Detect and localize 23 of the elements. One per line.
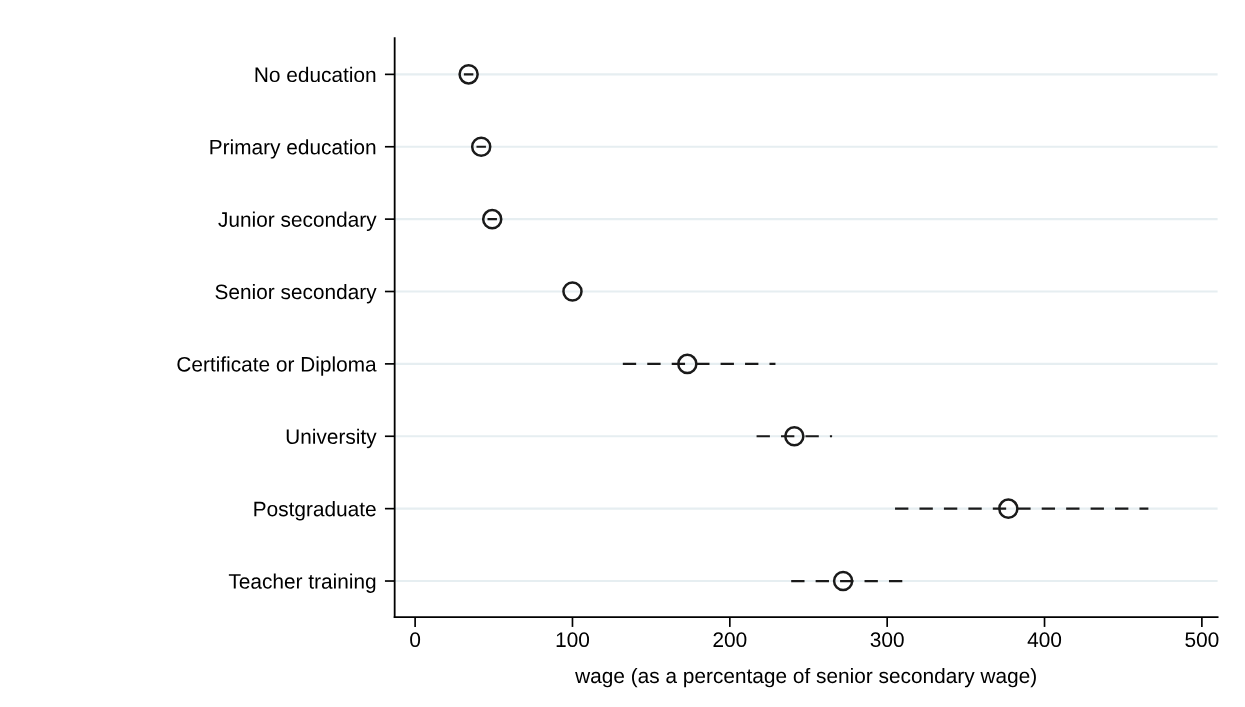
point [470, 136, 492, 158]
x-tick-label: 500 [1185, 632, 1219, 648]
point [998, 498, 1019, 519]
x-tick-label: 200 [713, 632, 747, 648]
y-tick-label: No education [255, 66, 376, 83]
y-tick-label: Postgraduate [254, 501, 376, 521]
point [784, 425, 805, 447]
x-tick-label: 0 [410, 632, 421, 648]
x-tick-label: 100 [556, 632, 590, 648]
y-tick-label: Primary education [210, 139, 376, 159]
point [458, 64, 479, 85]
point [832, 570, 854, 592]
x-tick-label: 300 [870, 632, 904, 648]
y-tick-label: Teacher training [228, 573, 376, 593]
y-tick-label: Senior secondary [215, 283, 377, 304]
point [562, 281, 583, 302]
y-tick-label: Certificate or Diploma [177, 356, 377, 376]
x-axis-title: wage (as a percentage of senior secondary wage) [575, 667, 1036, 688]
point [677, 353, 698, 375]
point [481, 208, 503, 230]
y-tick-label: Junior secondary [218, 211, 377, 231]
x-tick-label: 400 [1027, 632, 1062, 648]
y-tick-label: University [286, 428, 377, 449]
